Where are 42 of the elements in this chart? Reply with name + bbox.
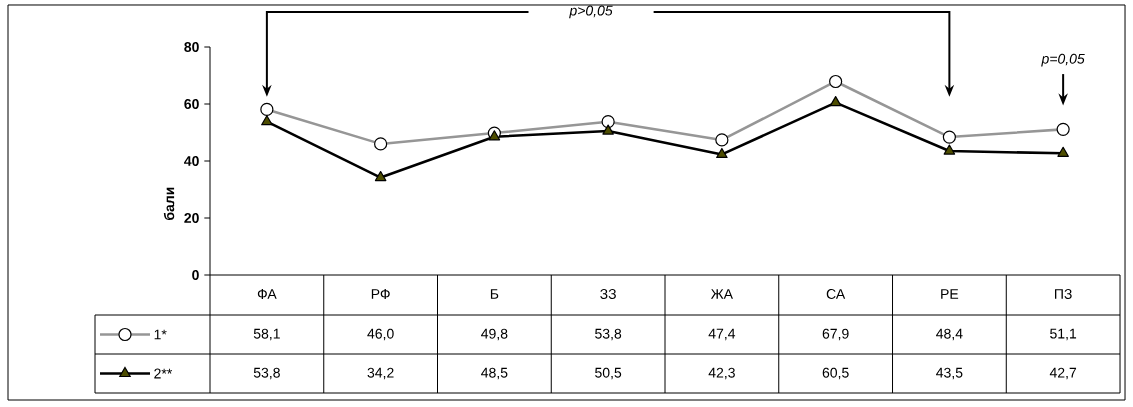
data-label: 60,5 [822,367,849,380]
point [829,95,842,107]
x-tick-label: СА [826,289,846,299]
data-label: 53,8 [595,328,622,341]
y-tick-label: 40 [184,156,199,166]
x-tick-label: РФ [371,289,390,299]
data-label: 43,5 [936,367,963,380]
x-tick-label: ЖА [710,289,733,299]
y-tick-label: 60 [184,99,199,109]
data-label: 42,3 [708,367,735,380]
point [488,130,501,141]
x-tick-label: РЕ [941,289,959,299]
data-label: 58,1 [253,328,280,341]
x-tick-label: ФА [257,289,277,299]
y-tick-label: 0 [192,270,199,280]
data-label: 48,4 [936,328,963,341]
y-axis-title: бали [163,187,175,220]
data-label: 67,9 [822,328,849,341]
data-label: 42,7 [1049,367,1077,380]
point [261,115,273,126]
data-label: 34,2 [367,367,394,380]
point [943,144,956,155]
y-tick-label: 80 [184,42,199,52]
data-label: 53,8 [253,367,280,380]
y-tick-label: 20 [184,213,199,223]
data-label: 51,1 [1050,328,1077,341]
point [716,147,728,159]
point [1057,146,1069,157]
x-tick-label: ЗЗ [600,289,616,299]
data-label: 50,5 [595,367,622,380]
data-label: 47,4 [708,328,736,341]
x-tick-label: Б [490,289,499,299]
text: p>0,05 [569,5,613,19]
point [374,170,387,182]
x-tick-label: ПЗ [1055,289,1072,299]
legend-label: 2** [154,368,173,379]
data-label: 48,5 [481,367,508,380]
point [602,124,614,135]
legend-label: 1* [154,329,167,340]
data-label: 49,8 [481,328,508,341]
annotation: p=0,05 [1041,53,1085,67]
data-label: 46,0 [367,328,394,341]
